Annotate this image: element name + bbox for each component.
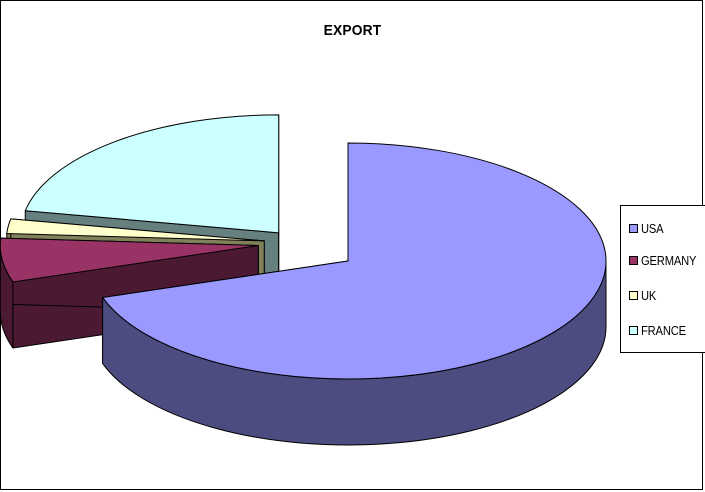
chart-title: EXPORT <box>323 22 382 39</box>
legend-label: UK <box>641 287 657 303</box>
slice-usa-top <box>102 142 607 380</box>
legend-label: GERMANY <box>641 252 697 268</box>
legend: USA GERMANY UK FRANCE <box>620 205 705 353</box>
legend-swatch-usa <box>629 223 638 233</box>
legend-item-uk: UK <box>629 287 659 303</box>
legend-item-usa: USA <box>629 220 667 236</box>
legend-item-germany: GERMANY <box>629 252 705 268</box>
slice-uk-top <box>6 218 265 242</box>
legend-swatch-france <box>629 325 638 335</box>
slice-germany-top <box>0 237 259 283</box>
legend-swatch-uk <box>629 290 638 300</box>
legend-item-france: FRANCE <box>629 322 693 338</box>
legend-swatch-germany <box>629 255 638 265</box>
slice-france-top <box>24 114 280 234</box>
legend-label: FRANCE <box>641 322 686 338</box>
legend-label: USA <box>641 220 664 236</box>
